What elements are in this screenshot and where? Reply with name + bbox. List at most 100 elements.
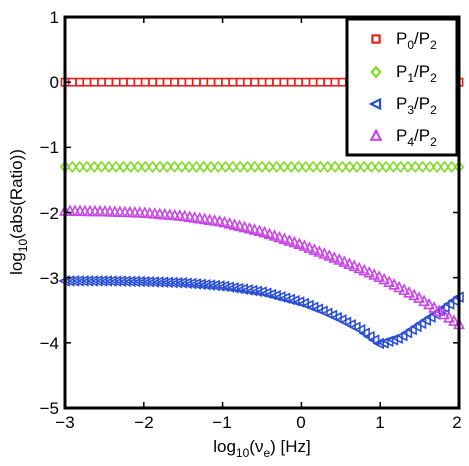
data-point	[348, 259, 361, 272]
data-point	[414, 317, 427, 330]
data-point	[428, 301, 440, 313]
data-point	[184, 277, 197, 290]
data-point	[253, 224, 266, 237]
data-point	[378, 272, 391, 285]
data-point	[439, 160, 450, 173]
y-tick-labels: −5 −4 −3 −2 −1 0 1	[40, 8, 59, 418]
data-point	[264, 160, 275, 173]
data-point	[175, 277, 188, 289]
data-point	[308, 243, 321, 255]
x-tick-label: 2	[452, 413, 461, 432]
data-point	[283, 293, 295, 306]
data-point	[443, 311, 455, 323]
data-point	[283, 234, 296, 246]
data-point	[433, 304, 445, 316]
data-point	[293, 237, 306, 250]
data-point	[373, 160, 385, 173]
data-point	[169, 160, 180, 173]
data-point	[228, 218, 241, 230]
data-point	[248, 223, 261, 235]
data-point	[176, 160, 188, 173]
data-point	[408, 288, 421, 301]
series-p4-p2	[59, 204, 465, 330]
plot-marks	[58, 77, 465, 350]
data-point	[161, 160, 173, 173]
data-point	[203, 279, 216, 291]
data-point	[395, 160, 406, 173]
data-point	[147, 160, 158, 173]
y-axis-title: log10(abs(Ratio))	[7, 149, 30, 275]
data-point	[307, 160, 319, 173]
data-point	[338, 255, 351, 267]
data-point	[367, 334, 380, 346]
data-point	[300, 160, 312, 173]
data-point	[212, 280, 225, 292]
data-point	[180, 277, 192, 289]
data-point	[322, 160, 333, 173]
y-tick-label: −4	[40, 334, 59, 353]
data-point	[448, 314, 460, 326]
y-tick-label: −2	[40, 204, 59, 223]
data-point	[288, 294, 300, 307]
data-point	[405, 323, 417, 336]
data-point	[288, 235, 301, 248]
data-point	[231, 282, 244, 295]
y-tick-label: 1	[50, 8, 59, 27]
x-tick-label: 1	[375, 413, 384, 432]
data-point	[343, 257, 356, 269]
data-point	[372, 337, 385, 350]
data-point	[227, 160, 239, 173]
data-point	[293, 160, 304, 173]
data-point	[110, 160, 122, 173]
data-point	[81, 160, 93, 173]
x-tick-labels: −3 −2 −1 0 1 2	[55, 413, 461, 432]
data-point	[328, 251, 341, 263]
data-point	[409, 320, 422, 333]
data-point	[189, 278, 202, 290]
x-tick-label: −2	[134, 413, 153, 432]
data-point	[198, 160, 209, 173]
data-point	[194, 278, 206, 291]
data-point	[285, 160, 297, 173]
data-point	[315, 160, 326, 173]
data-point	[380, 160, 392, 173]
data-point	[205, 160, 217, 173]
data-point	[249, 160, 260, 173]
data-point	[236, 283, 249, 296]
data-point	[419, 314, 431, 327]
data-point	[250, 285, 263, 298]
data-point	[259, 287, 272, 300]
legend-box	[345, 17, 459, 157]
data-point	[333, 253, 346, 265]
data-point	[402, 160, 414, 173]
data-point	[395, 329, 408, 342]
data-point	[358, 327, 370, 340]
data-point	[96, 160, 107, 173]
legend-icons	[368, 34, 383, 141]
data-point	[258, 225, 271, 238]
data-point	[217, 280, 230, 293]
legend-marker-diamond-icon	[370, 65, 382, 79]
data-point	[183, 160, 195, 173]
legend-marker-square-icon	[371, 34, 381, 44]
data-point	[241, 284, 253, 296]
y-tick-label: −5	[40, 399, 59, 418]
data-point	[418, 294, 430, 307]
x-tick-label: −1	[212, 413, 231, 432]
data-point	[358, 160, 370, 173]
data-point	[329, 160, 341, 173]
data-point	[264, 288, 277, 301]
data-point	[424, 160, 436, 173]
data-point	[318, 247, 331, 259]
data-point	[278, 232, 291, 245]
data-point	[393, 280, 406, 293]
plot-frame	[63, 15, 461, 410]
data-point	[400, 326, 413, 339]
data-point	[423, 297, 435, 310]
data-point	[303, 241, 316, 253]
data-point	[268, 229, 281, 241]
data-point	[446, 160, 457, 173]
data-point	[353, 261, 366, 274]
legend-label-p3: P3/P2	[396, 94, 437, 117]
